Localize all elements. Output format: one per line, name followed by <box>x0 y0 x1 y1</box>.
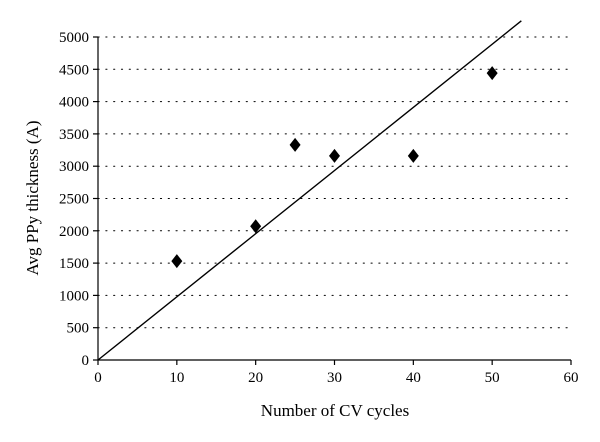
y-tick-label: 3000 <box>59 159 89 175</box>
x-tick-label: 0 <box>94 370 102 386</box>
y-tick-label: 4500 <box>59 62 89 78</box>
data-point-diamond <box>289 137 301 152</box>
y-tick-label: 4000 <box>59 95 89 111</box>
y-axis-ticks: 0 500 1000 1500 2000 2500 3000 3500 4000 4500 5000 <box>59 30 98 369</box>
x-tick-label: 30 <box>327 370 342 386</box>
data-point-diamond <box>250 219 262 234</box>
data-point-diamond <box>486 66 498 81</box>
x-tick-label: 20 <box>248 370 263 386</box>
x-axis-title: Number of CV cycles <box>261 401 409 420</box>
y-tick-label: 1500 <box>59 256 89 272</box>
x-tick-label: 10 <box>169 370 184 386</box>
y-tick-label: 1000 <box>59 288 89 304</box>
data-points <box>171 66 498 269</box>
trendline <box>97 20 522 361</box>
y-tick-label: 0 <box>82 353 90 369</box>
x-tick-label: 50 <box>485 370 500 386</box>
x-axis-ticks: 0 10 20 30 40 50 60 <box>94 360 579 386</box>
y-tick-label: 2000 <box>59 224 89 240</box>
y-tick-label: 5000 <box>59 30 89 46</box>
data-point-diamond <box>329 148 340 163</box>
y-axis-title: Avg PPy thickness (A) <box>23 120 42 275</box>
data-point-diamond <box>171 254 183 269</box>
y-tick-label: 500 <box>67 321 90 337</box>
gridlines <box>97 36 572 329</box>
trendline-group <box>97 20 522 361</box>
y-tick-label: 2500 <box>59 192 89 208</box>
y-tick-label: 3500 <box>59 127 89 143</box>
data-point-diamond <box>407 148 419 163</box>
x-tick-label: 40 <box>406 370 421 386</box>
x-tick-label: 60 <box>564 370 579 386</box>
